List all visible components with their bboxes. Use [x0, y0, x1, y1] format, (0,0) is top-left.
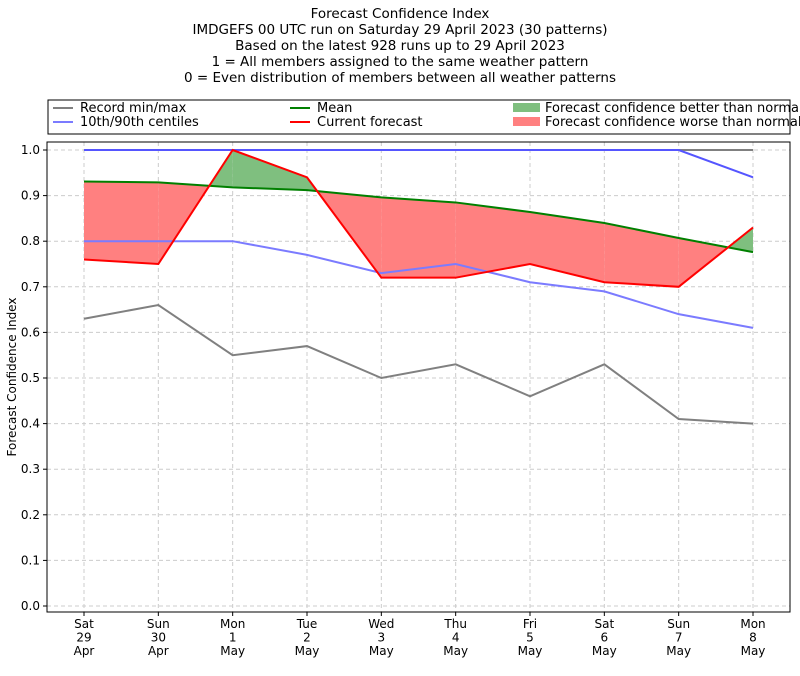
series-line-record_min: [83, 303, 754, 425]
x-tick-label: May: [518, 644, 543, 658]
x-tick-label: Mon: [740, 617, 765, 631]
x-tick-label: Fri: [523, 617, 537, 631]
x-tick-label: 29: [76, 631, 91, 645]
x-tick-label: Sun: [667, 617, 690, 631]
x-tick-label: Apr: [74, 644, 95, 658]
fill-worse-than-normal: [84, 181, 159, 264]
x-tick-label: 30: [151, 631, 166, 645]
x-tick-label: Sat: [74, 617, 94, 631]
series-line-mean: [83, 180, 754, 254]
fill-worse-than-normal: [530, 212, 605, 283]
x-tick-label: May: [443, 644, 468, 658]
y-tick-label: 0.8: [21, 234, 40, 248]
x-tick-label: Wed: [368, 617, 394, 631]
y-tick-label: 1.0: [21, 143, 40, 157]
chart-subtitle-runs: Based on the latest 928 runs up to 29 Ap…: [235, 38, 565, 54]
x-tick-label: 1: [229, 631, 237, 645]
y-axis-label: Forecast Confidence Index: [5, 298, 19, 457]
y-tick-label: 0.4: [21, 417, 40, 431]
x-tick-label: Sun: [147, 617, 170, 631]
fill-worse-than-normal: [604, 222, 679, 287]
x-tick-label: Sat: [594, 617, 614, 631]
y-tick-label: 0.9: [21, 189, 40, 203]
x-tick-label: 6: [601, 631, 609, 645]
legend-label: Mean: [317, 101, 352, 116]
x-tick-label: May: [592, 644, 617, 658]
x-tick-label: 3: [378, 631, 386, 645]
legend-label: Current forecast: [317, 115, 423, 130]
series-line-p90: [84, 149, 754, 179]
series-line-current: [83, 148, 754, 288]
fill-worse-than-normal: [678, 238, 729, 287]
y-tick-label: 0.3: [21, 462, 40, 476]
x-tick-label: Mon: [220, 617, 245, 631]
series-line-p10: [84, 240, 754, 329]
x-tick-label: 7: [675, 631, 683, 645]
x-tick-label: 8: [749, 631, 757, 645]
x-tick-label: May: [369, 644, 394, 658]
legend-swatch: [513, 117, 540, 126]
x-tick-label: May: [666, 644, 691, 658]
fill-worse-than-normal: [381, 197, 456, 278]
chart-subtitle-zero: 0 = Even distribution of members between…: [183, 70, 617, 86]
y-tick-label: 0.6: [21, 325, 40, 339]
x-tick-label: May: [741, 644, 766, 658]
y-tick-label: 0.5: [21, 371, 40, 385]
legend-box: [47, 99, 791, 135]
x-tick-label: Tue: [296, 617, 318, 631]
chart-subtitle-one: 1 = All members assigned to the same wea…: [211, 54, 589, 70]
legend-label: 10th/90th centiles: [80, 115, 199, 130]
x-tick-label: 2: [303, 631, 311, 645]
x-tick-label: Apr: [148, 644, 169, 658]
legend-label: Forecast confidence better than normal: [545, 101, 800, 116]
fill-better-than-normal: [232, 150, 307, 191]
chart-title: Forecast Confidence Index: [310, 6, 490, 22]
chart-subtitle-run: IMDGEFS 00 UTC run on Saturday 29 April …: [192, 22, 608, 38]
x-tick-label: 5: [526, 631, 534, 645]
x-tick-label: May: [295, 644, 320, 658]
x-tick-label: May: [220, 644, 245, 658]
plot-frame: [46, 141, 791, 613]
y-tick-label: 0.2: [21, 508, 40, 522]
y-tick-label: 0.0: [21, 599, 40, 613]
legend-label: Record min/max: [80, 101, 187, 116]
y-tick-label: 0.1: [21, 553, 40, 567]
legend-label: Forecast confidence worse than normal: [545, 115, 800, 130]
legend-swatch: [513, 103, 540, 112]
fill-worse-than-normal: [455, 202, 530, 278]
x-tick-label: 4: [452, 631, 460, 645]
x-tick-label: Thu: [443, 617, 467, 631]
y-tick-label: 0.7: [21, 280, 40, 294]
